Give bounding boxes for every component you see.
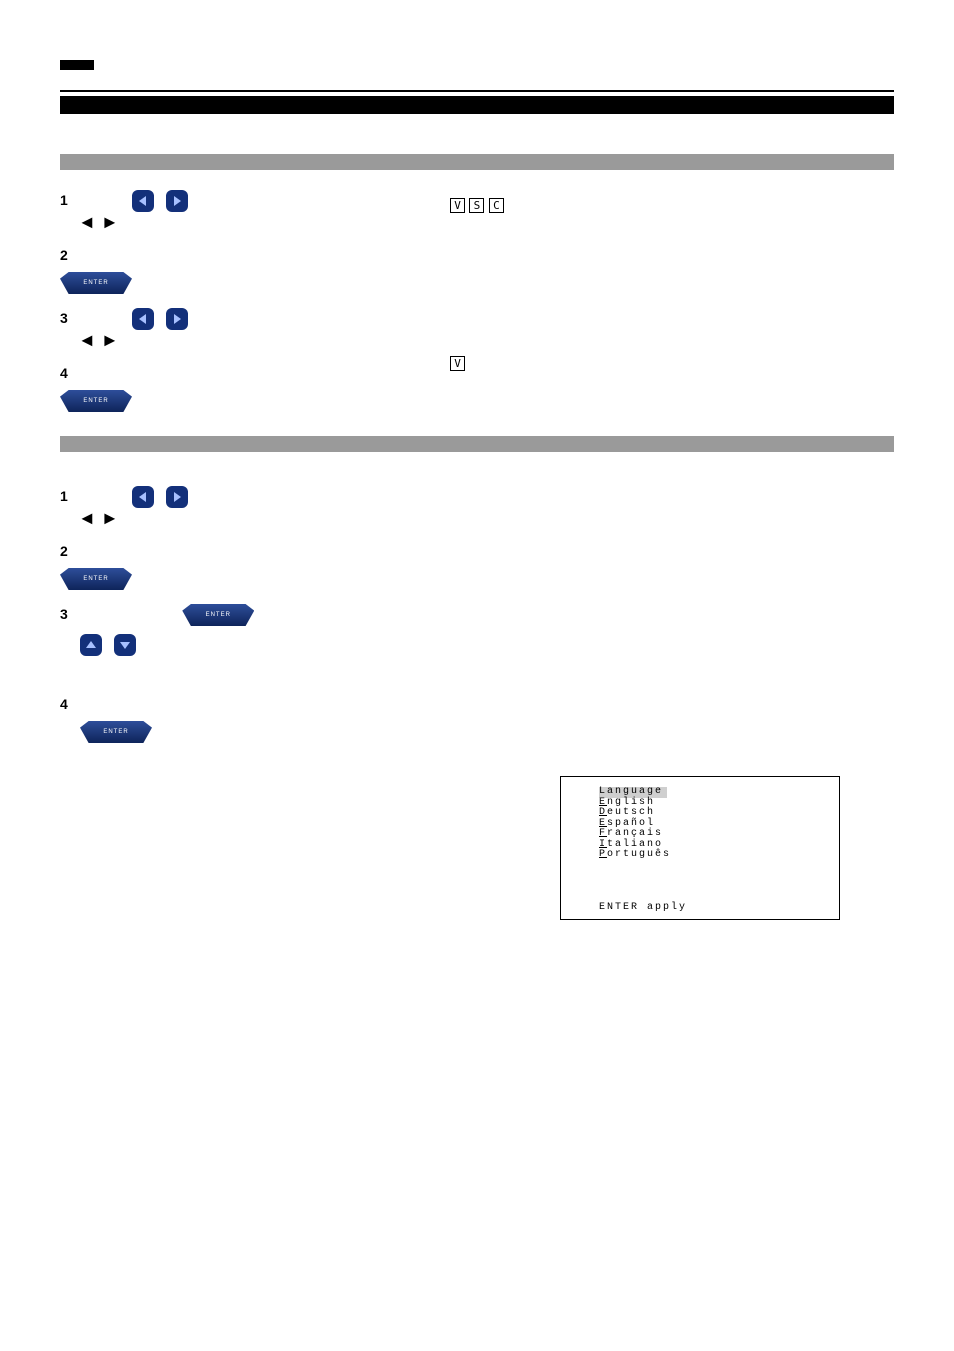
lang-step2-num: 2	[60, 543, 68, 559]
lang-step2: 2 ENTER	[60, 543, 440, 590]
lang-step3-num: 3	[60, 606, 68, 622]
sig-step3: 3 ◄ ►	[60, 308, 440, 351]
osd-lang-portugues: Português	[599, 850, 829, 861]
dpad-right-icon	[166, 486, 188, 508]
dpad-down-icon	[114, 634, 136, 656]
box-v-icon: V	[450, 356, 465, 371]
osd-lang-francais: Français	[599, 829, 829, 840]
left-right-arrows-icon: ◄ ►	[78, 330, 119, 350]
dpad-right-icon	[166, 308, 188, 330]
left-right-arrows-icon: ◄ ►	[78, 212, 119, 232]
rule-thick	[60, 96, 894, 114]
osd-heading: Language	[599, 787, 667, 798]
enter-button-icon: ENTER	[182, 604, 254, 626]
language-section-body: 1 ◄ ► 2 ENTER 3	[60, 452, 894, 757]
dpad-left-icon	[132, 486, 154, 508]
lang-step4: 4 ENTER	[60, 696, 440, 743]
enter-button-icon: ENTER	[60, 390, 132, 412]
sig-step4-num: 4	[60, 365, 68, 381]
rule-thin	[60, 90, 894, 92]
left-right-arrows-icon: ◄ ►	[78, 508, 119, 528]
osd-footer: ENTER apply	[599, 903, 829, 914]
lang-step4-num: 4	[60, 696, 68, 712]
dpad-left-icon	[132, 190, 154, 212]
sig-step1: 1 ◄ ►	[60, 190, 440, 233]
section-language-title	[60, 436, 894, 452]
box-v-icon: V	[450, 198, 465, 213]
sig-step2-num: 2	[60, 247, 68, 263]
dpad-left-icon	[132, 308, 154, 330]
sig-step2: 2 ENTER	[60, 247, 440, 294]
sig-step4: 4 ENTER	[60, 365, 440, 412]
lang-step1: 1 ◄ ►	[60, 486, 440, 529]
sig-section-body: 1 ◄ ► 2 ENTER 3	[60, 170, 894, 426]
enter-button-icon: ENTER	[80, 721, 152, 743]
sig-step3-num: 3	[60, 310, 68, 326]
sig-step1-num: 1	[60, 192, 68, 208]
page-container: 1 ◄ ► 2 ENTER 3	[0, 0, 954, 757]
section-sig-input-title	[60, 154, 894, 170]
osd-lang-deutsch: Deutsch	[599, 808, 829, 819]
dpad-right-icon	[166, 190, 188, 212]
dpad-up-icon	[80, 634, 102, 656]
lang-step3: 3 ENTER	[60, 604, 440, 656]
enter-button-icon: ENTER	[60, 568, 132, 590]
box-c-icon: C	[489, 198, 504, 213]
language-osd-screenshot: Language English Deutsch Español Françai…	[560, 776, 840, 920]
box-s-icon: S	[469, 198, 484, 213]
header-tab-block	[60, 60, 94, 70]
enter-button-icon: ENTER	[60, 272, 132, 294]
lang-step1-num: 1	[60, 488, 68, 504]
